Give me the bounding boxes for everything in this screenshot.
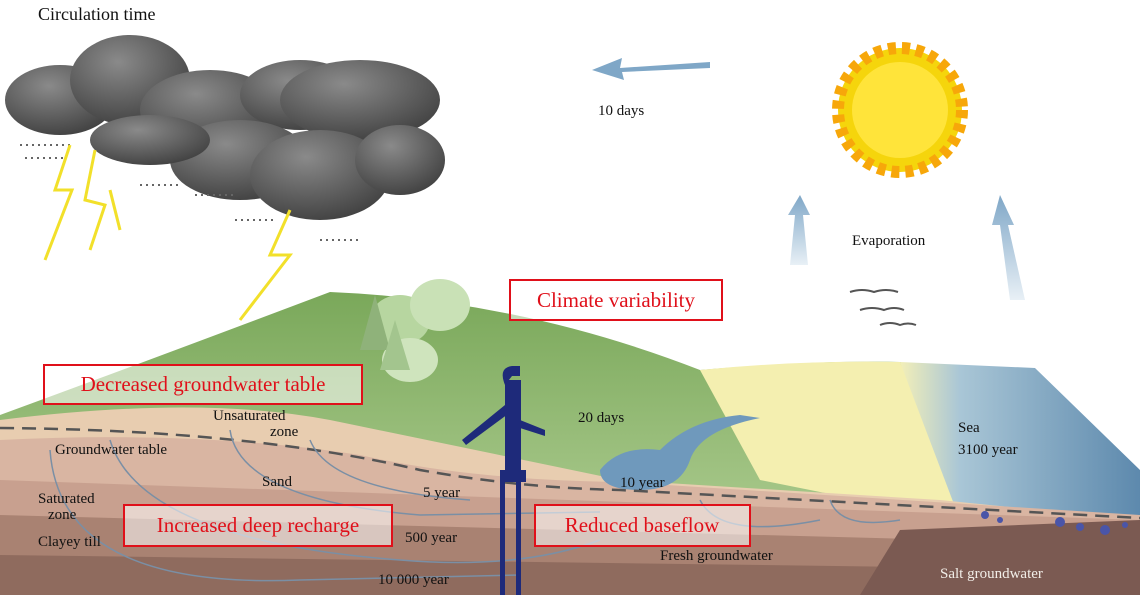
label: Sand: [262, 474, 293, 490]
label: zone: [48, 507, 77, 523]
highlight: Increased deep recharge: [157, 513, 359, 537]
label: Sea: [958, 420, 980, 436]
label: 20 days: [578, 410, 624, 426]
label: Salt groundwater: [940, 566, 1043, 582]
label: 10 year: [620, 475, 665, 491]
label: 3100 year: [958, 442, 1018, 458]
label: Unsaturated: [213, 408, 286, 424]
title: Circulation time: [38, 4, 155, 24]
salt-zone: [860, 520, 1140, 595]
label: 5 year: [423, 485, 460, 501]
highlight: Climate variability: [537, 288, 696, 312]
air-arrow: [592, 58, 710, 80]
label: Evaporation: [852, 233, 926, 249]
evaporation-arrow: [992, 195, 1025, 300]
birds: [850, 290, 916, 325]
label: 10 000 year: [378, 572, 449, 588]
highlight: Reduced baseflow: [565, 513, 720, 537]
label: 500 year: [405, 530, 457, 546]
water-cycle-diagram: Circulation time 10 days Evaporation 20 …: [0, 0, 1140, 595]
label: Groundwater table: [55, 442, 167, 458]
label: zone: [270, 424, 299, 440]
sun: [838, 48, 962, 172]
highlight: Decreased groundwater table: [81, 372, 326, 396]
label: Fresh groundwater: [660, 548, 773, 564]
label: Clayey till: [38, 534, 101, 550]
evaporation-arrow: [788, 195, 810, 265]
label: 10 days: [598, 103, 644, 119]
label: Saturated: [38, 491, 95, 507]
